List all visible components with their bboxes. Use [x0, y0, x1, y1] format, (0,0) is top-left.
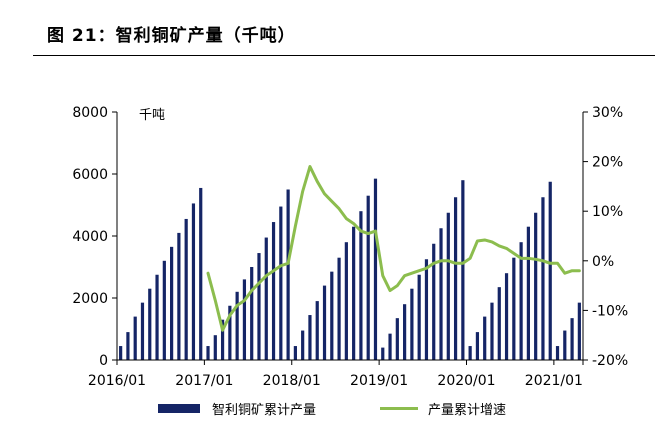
bar-2019/03: [395, 318, 399, 360]
x-tick-label-2019/01: 2019/01: [350, 373, 408, 389]
x-tick-label-2020/01: 2020/01: [437, 373, 495, 389]
bar-2017/10: [271, 222, 276, 360]
bar-2021/02: [563, 330, 567, 360]
right-tick-label-20%: 20%: [592, 155, 623, 171]
bar-2016/10: [184, 218, 188, 360]
bar-2020/04: [490, 302, 494, 360]
bar-2020/06: [504, 273, 509, 360]
bar-2018/10: [359, 211, 363, 360]
right-tick-label--20%: -20%: [592, 353, 628, 369]
right-tick-label-0%: 0%: [592, 254, 614, 270]
bar-2021/03: [570, 318, 574, 360]
bar-2016/01: [119, 346, 123, 360]
bar-2020/03: [483, 316, 487, 360]
bar-2020/02: [475, 332, 480, 360]
bar-2016/08: [170, 246, 174, 360]
bar-2016/04: [140, 302, 145, 360]
bar-2018/02: [301, 330, 305, 360]
bar-2017/11: [279, 206, 283, 360]
bar-2016/07: [162, 260, 166, 360]
bar-2016/06: [155, 274, 159, 360]
left-tick-label-6000: 6000: [72, 167, 108, 183]
left-tick-label-4000: 4000: [72, 229, 108, 245]
growth-rate-line: [206, 165, 581, 332]
bar-2018/07: [337, 257, 341, 360]
bar-2020/05: [497, 287, 501, 360]
bar-2018/03: [308, 315, 312, 360]
bar-2017/07: [250, 267, 254, 360]
bar-2016/03: [133, 316, 137, 360]
bar-2018/09: [352, 226, 356, 360]
bar-2020/01: [468, 346, 472, 360]
bar-2017/02: [213, 335, 217, 360]
bar-2018/04: [315, 301, 319, 360]
x-tick-label-2016/01: 2016/01: [88, 373, 146, 389]
bar-2016/09: [177, 232, 181, 360]
right-tick-label-30%: 30%: [592, 105, 623, 121]
bar-2017/05: [235, 291, 239, 360]
unit-label: 千吨: [139, 108, 165, 123]
bar-2016/02: [126, 332, 130, 360]
bar-2018/05: [322, 285, 327, 360]
bar-2018/08: [344, 242, 348, 360]
legend-bar-swatch: [158, 404, 200, 413]
x-tick-label-2021/01: 2021/01: [525, 373, 583, 389]
bar-2021/04: [577, 302, 581, 360]
bar-2019/04: [403, 304, 407, 360]
bar-2016/11: [191, 203, 196, 360]
bar-2017/01: [206, 346, 210, 360]
bar-2020/10: [534, 212, 538, 360]
bar-2016/05: [148, 288, 152, 360]
legend-item-line: 产量累计增速: [380, 399, 506, 418]
bar-2019/05: [410, 288, 414, 360]
left-tick-label-0: 0: [99, 353, 108, 369]
bar-2020/08: [519, 242, 523, 360]
bar-2017/08: [257, 253, 261, 360]
bar-2017/04: [228, 305, 232, 360]
x-tick-label-2018/01: 2018/01: [263, 373, 321, 389]
bar-2017/09: [264, 237, 268, 360]
bar-2018/12: [373, 178, 378, 360]
bar-2017/06: [242, 279, 247, 360]
bar-2020/09: [526, 226, 530, 360]
bar-2020/07: [512, 257, 516, 360]
x-tick-label-2017/01: 2017/01: [175, 373, 233, 389]
bar-2019/10: [446, 212, 450, 360]
bar-2017/12: [286, 189, 290, 360]
legend-line-swatch: [380, 407, 418, 410]
bar-2019/07: [424, 259, 429, 360]
figure-title: 图 21：智利铜矿产量（千吨）: [47, 26, 296, 46]
legend-line-label: 产量累计增速: [428, 403, 507, 418]
right-tick-label--10%: -10%: [592, 303, 628, 319]
bar-2019/09: [439, 228, 443, 360]
bar-2018/01: [293, 346, 297, 360]
bar-2021/01: [555, 346, 560, 360]
legend-item-bar: 智利铜矿累计产量: [158, 399, 316, 418]
bar-2019/02: [388, 333, 392, 360]
legend-bar-label: 智利铜矿累计产量: [212, 403, 317, 418]
bar-2017/03: [220, 319, 225, 360]
bar-2016/12: [199, 187, 203, 360]
bar-2018/06: [330, 271, 334, 360]
left-tick-label-2000: 2000: [72, 291, 108, 307]
bar-2019/11: [453, 197, 458, 360]
bar-2018/11: [366, 195, 370, 360]
bar-2020/12: [548, 181, 552, 360]
left-tick-label-8000: 8000: [72, 105, 108, 121]
bar-2019/12: [461, 180, 465, 360]
right-tick-label-10%: 10%: [592, 204, 623, 220]
bar-2020/11: [541, 197, 545, 360]
bar-2019/08: [432, 243, 436, 360]
title-rule: [33, 55, 655, 56]
bar-2019/01: [381, 347, 385, 360]
bar-2019/06: [417, 274, 421, 360]
